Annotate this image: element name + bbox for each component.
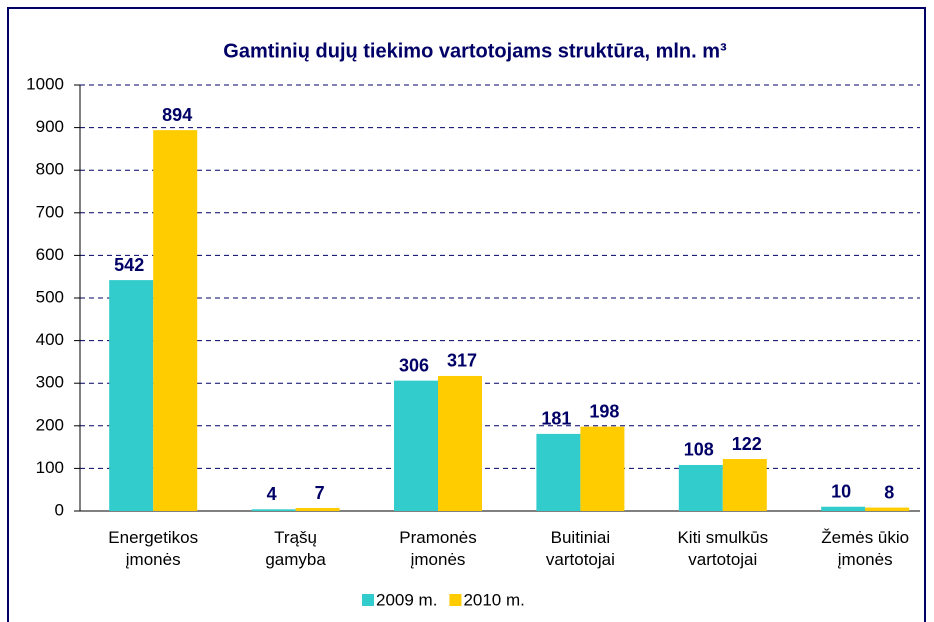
y-tick-label: 400 bbox=[36, 330, 64, 349]
y-tick-label: 100 bbox=[36, 458, 64, 477]
value-label: 198 bbox=[589, 401, 619, 421]
value-label: 894 bbox=[162, 105, 192, 125]
bar bbox=[153, 130, 198, 511]
legend-label: 2009 m. bbox=[376, 590, 437, 609]
x-tick-line: Trąšų bbox=[274, 528, 317, 547]
y-tick-label: 200 bbox=[36, 415, 64, 434]
y-tick-label: 1000 bbox=[26, 74, 64, 93]
x-tick-line: Buitiniai bbox=[551, 528, 611, 547]
x-tick-label: Trąšų gamyba bbox=[265, 528, 326, 569]
y-tick-label: 700 bbox=[36, 202, 64, 221]
bar bbox=[678, 464, 723, 511]
bar bbox=[865, 507, 910, 511]
bar bbox=[109, 280, 154, 511]
bar bbox=[580, 426, 625, 511]
value-label: 542 bbox=[114, 255, 144, 275]
x-tick-line: Kiti smulkūs bbox=[677, 528, 768, 547]
x-tick-label: Buitiniai vartotojai bbox=[546, 528, 615, 569]
value-label: 7 bbox=[315, 483, 325, 503]
value-label: 108 bbox=[684, 440, 714, 460]
value-label: 317 bbox=[447, 351, 477, 371]
chart-title: Gamtinių dujų tiekimo vartotojams strukt… bbox=[223, 40, 727, 62]
x-tick-line: vartotojai bbox=[688, 550, 757, 569]
bar bbox=[438, 375, 482, 511]
y-tick-label: 0 bbox=[55, 500, 64, 519]
value-label: 122 bbox=[732, 434, 762, 454]
x-tick-line: Žemės ūkio bbox=[821, 528, 909, 547]
bar bbox=[295, 508, 340, 511]
bar bbox=[821, 506, 866, 511]
y-tick-label: 300 bbox=[36, 373, 64, 392]
x-tick-label: Energetikos įmonės bbox=[108, 528, 198, 569]
value-label: 10 bbox=[831, 481, 851, 501]
x-tick-line: Energetikos bbox=[108, 528, 198, 547]
value-label: 4 bbox=[267, 484, 277, 504]
bar bbox=[251, 509, 296, 511]
legend-label: 2010 m. bbox=[463, 590, 524, 609]
x-tick-line: gamyba bbox=[265, 550, 326, 569]
x-tick-label: Žemės ūkio įmonės bbox=[821, 528, 909, 569]
value-label: 181 bbox=[541, 409, 571, 429]
bar bbox=[394, 380, 438, 511]
x-tick-line: įmonės bbox=[411, 550, 466, 569]
x-tick-line: vartotojai bbox=[546, 550, 615, 569]
x-tick-label: Kiti smulkūs vartotojai bbox=[677, 528, 768, 569]
value-label: 306 bbox=[399, 355, 429, 375]
x-tick-line: įmonės bbox=[126, 550, 181, 569]
x-tick-label: Pramonės įmonės bbox=[399, 528, 476, 569]
legend-swatch bbox=[362, 594, 374, 606]
y-tick-label: 800 bbox=[36, 160, 64, 179]
y-tick-label: 600 bbox=[36, 245, 64, 264]
y-tick-label: 900 bbox=[36, 117, 64, 136]
value-label: 8 bbox=[884, 482, 894, 502]
bar bbox=[722, 459, 767, 511]
y-tick-label: 500 bbox=[36, 287, 64, 306]
bar bbox=[536, 433, 581, 511]
legend-swatch bbox=[449, 594, 462, 606]
x-tick-line: įmonės bbox=[838, 550, 893, 569]
x-tick-line: Pramonės bbox=[399, 528, 476, 547]
